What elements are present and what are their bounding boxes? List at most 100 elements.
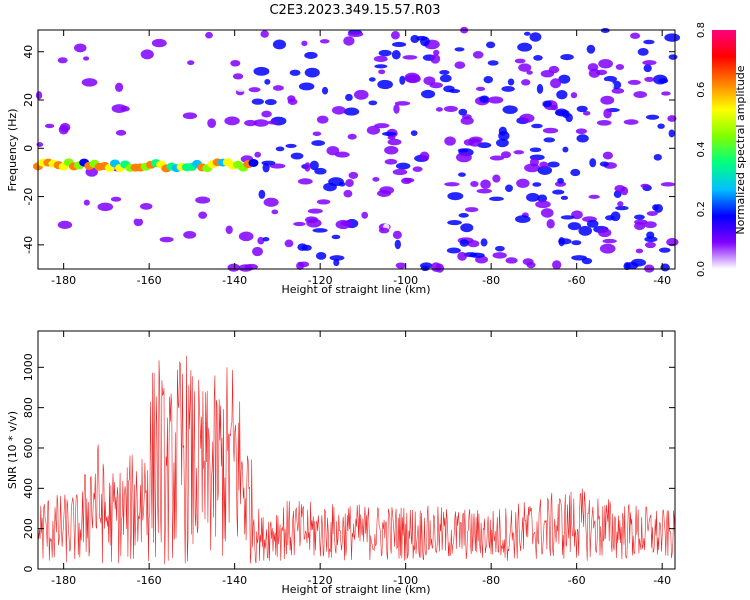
spectrogram-cell (212, 143, 222, 149)
spectrogram-cell (562, 146, 569, 153)
spectrogram-cell (576, 134, 589, 143)
spectrogram-cell (287, 95, 296, 103)
spectrogram-cell (556, 89, 568, 100)
spectrogram-cell (526, 261, 536, 269)
spectrogram-cell (264, 78, 271, 85)
y-tick-label: 400 (22, 478, 35, 499)
y-tick-label: 1000 (22, 353, 35, 381)
spectrogram-cell (480, 238, 488, 247)
y-tick-label: 0 (22, 566, 35, 573)
spectrogram-cell (521, 79, 531, 86)
x-tick-label: -140 (222, 274, 247, 287)
spectrogram-cell (319, 39, 330, 44)
spectrogram-cell (353, 89, 369, 100)
spectrogram-cell (476, 188, 493, 194)
spectrogram-cell (195, 196, 211, 204)
spectrogram-cell (460, 223, 474, 233)
spectrogram-cell (290, 152, 304, 160)
x-tick-label: -140 (222, 574, 247, 587)
spectrogram-cell (560, 195, 569, 200)
spectrogram-cell (387, 138, 402, 146)
spectrogram-cell (301, 40, 308, 47)
spectrogram-cell (492, 252, 507, 259)
spectrogram-cell (602, 238, 617, 244)
spectrogram-cell (567, 139, 579, 147)
spectrogram-cell (444, 182, 460, 187)
x-tick-label: -160 (137, 574, 162, 587)
spectrogram-cell (244, 263, 258, 270)
spectrogram-cell (384, 158, 398, 165)
spectrogram-cell (340, 221, 353, 226)
spectrogram-cell (529, 147, 542, 153)
spectrogram-cell (537, 194, 548, 203)
spectrogram-cell (97, 202, 114, 212)
spectrogram-cell (489, 196, 504, 201)
spectrogram-cell (379, 186, 395, 195)
spectrogram-cell (533, 55, 543, 61)
spectrogram-cell (596, 69, 608, 76)
spectrogram-cell (334, 151, 350, 158)
y-tick-label: 40 (22, 45, 35, 59)
x-tick-label: -120 (308, 274, 333, 287)
spectrogram-cell (658, 78, 669, 84)
spectrogram-cell (480, 179, 491, 190)
spectrogram-cell (345, 93, 353, 102)
snr-ylabel: SNR (10 * v/v) (6, 411, 19, 489)
spectrogram-cell (199, 262, 210, 268)
spectrogram-cell (159, 236, 174, 243)
spectrogram-cell (575, 128, 588, 135)
spectrogram-cell (667, 115, 677, 122)
spectrogram-cell (410, 34, 420, 44)
spectrogram-cell (315, 252, 327, 260)
spectrogram-cell (660, 182, 676, 187)
spectrogram-cell (230, 59, 241, 67)
spectrogram-cell (598, 228, 612, 238)
spectrogram-cell (115, 129, 127, 136)
spectrogram-y-axis: -40 -20 0 20 40 (22, 45, 675, 254)
spectrogram-cell (269, 163, 286, 169)
spectrogram-cell (600, 95, 615, 105)
spectrogram-cell (83, 56, 90, 61)
spectrogram-cell (614, 130, 621, 137)
spectrogram-cell (479, 95, 490, 103)
spectrogram-cell (378, 49, 392, 57)
spectrogram-cell (378, 227, 390, 234)
spectrogram-cell (297, 243, 308, 251)
spectrogram-cell (461, 114, 472, 120)
spectrogram-cell (151, 38, 167, 48)
spectrogram-xlabel: Height of straight line (km) (281, 283, 430, 296)
spectrogram-cell (599, 80, 615, 91)
spectrogram-cell (244, 119, 257, 127)
spectrogram-cell (523, 31, 531, 36)
spectrogram-cell (560, 215, 575, 220)
spectrogram-cell (454, 61, 466, 69)
spectrogram-cell (399, 75, 406, 85)
spectrogram-cell (550, 104, 558, 111)
spectrogram-cell (92, 233, 107, 242)
spectrogram-cell (539, 161, 549, 169)
spectrogram-cell (630, 32, 641, 39)
spectrogram-cell (212, 38, 226, 48)
spectrogram-cell (392, 41, 407, 48)
spectrogram-cell (627, 79, 641, 85)
spectrogram-cell (384, 145, 399, 155)
spectrogram-cell (542, 127, 559, 134)
spectrogram-cell (458, 172, 466, 177)
spectrogram-cell (372, 176, 380, 182)
spectrogram-cell (149, 138, 157, 149)
spectrogram-cell (232, 73, 244, 80)
spectrogram-cell (455, 152, 472, 163)
snr-x-axis: -180 -160 -140 -120 -100 -80 -60 -40 (51, 331, 671, 587)
spectrogram-cell (260, 30, 269, 38)
spectrogram-cell (447, 192, 464, 201)
spectrogram-cell (316, 115, 329, 124)
spectrogram-cell (57, 220, 73, 229)
spectrogram-cell (496, 138, 509, 148)
spectrogram-cell (227, 263, 240, 272)
y-tick-label: 800 (22, 397, 35, 418)
spectrogram-cell (435, 263, 445, 273)
spectrogram-cell (578, 225, 593, 236)
spectrogram-cell (602, 151, 614, 160)
spectrogram-cell (483, 76, 493, 84)
